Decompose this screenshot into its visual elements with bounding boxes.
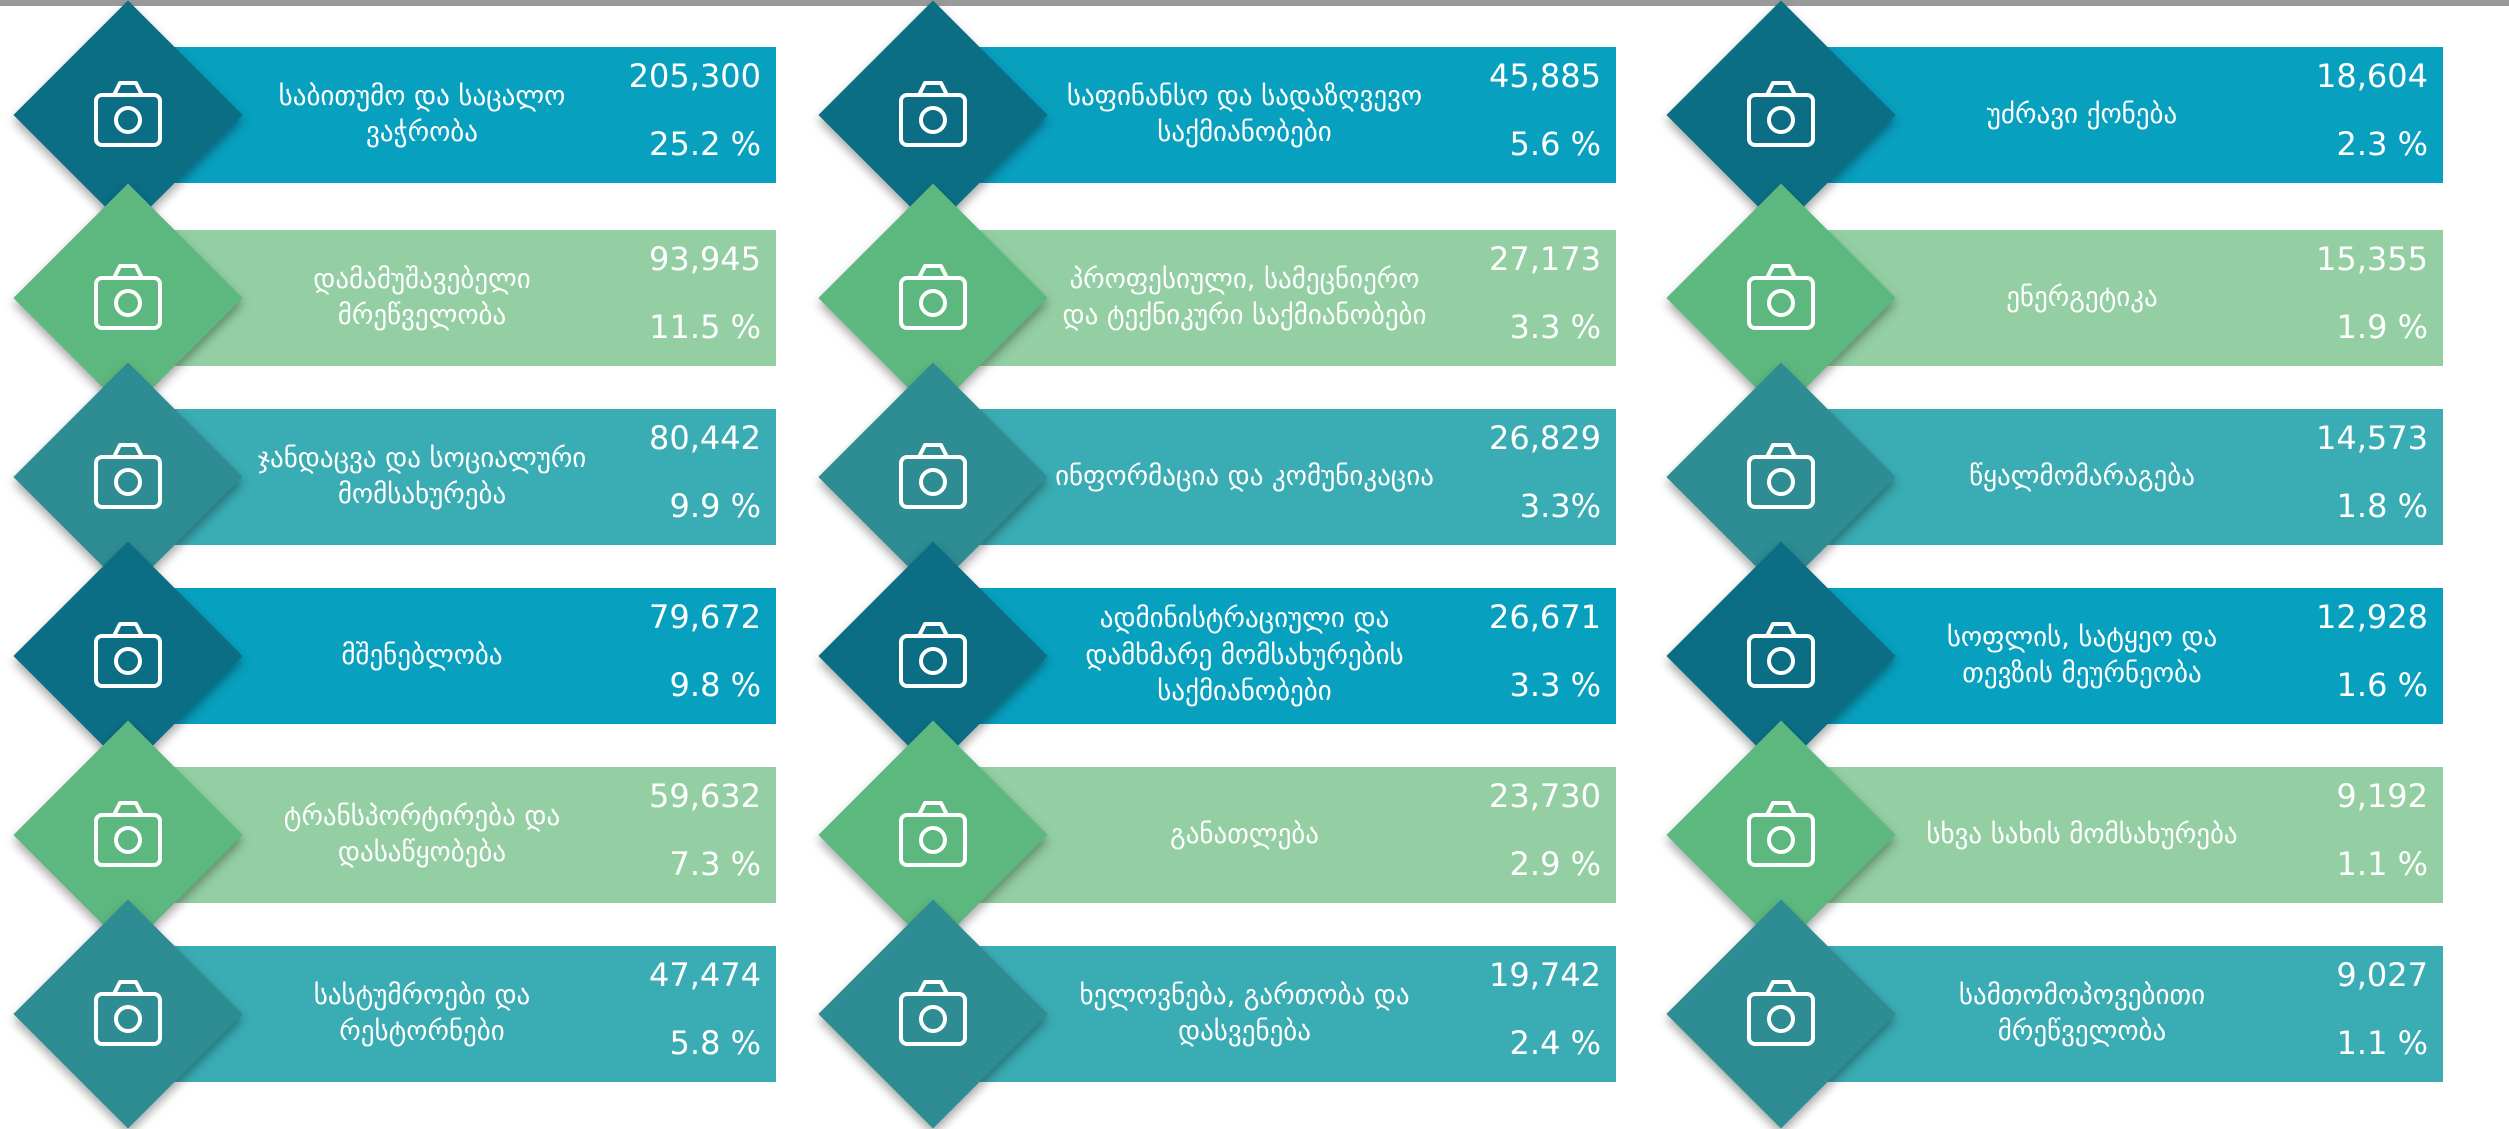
sector-label: ჯანდაცვა და სოციალური მომსახურება <box>257 442 587 510</box>
sector-icon <box>78 785 178 885</box>
sector-value: 23,730 <box>1489 777 1601 815</box>
sector-value: 9,192 <box>2336 777 2428 815</box>
sector-icon <box>78 248 178 348</box>
sector-percent: 9.9 % <box>669 487 761 525</box>
icon-glyph <box>1747 801 1815 867</box>
sector-icon <box>78 65 178 165</box>
sector-value: 47,474 <box>649 956 761 994</box>
sector-value: 19,742 <box>1489 956 1601 994</box>
sector-label: წყალმომარაგება <box>1969 460 2195 492</box>
sector-percent: 3.3 % <box>1509 666 1601 704</box>
sector-label: პროფესიული, სამეცნიერო და ტექნიკური საქმ… <box>1062 263 1427 331</box>
icon-glyph <box>1747 622 1815 688</box>
sector-value: 26,671 <box>1489 598 1601 636</box>
sector-icon <box>883 785 983 885</box>
sector-label: ინფორმაცია და კომუნიკაცია <box>1055 460 1434 492</box>
sector-label: საბითუმო და საცალო ვაჭრობა <box>278 80 566 148</box>
icon-glyph <box>899 264 967 330</box>
sector-percent: 11.5 % <box>649 308 761 346</box>
sector-label: დამამუშავებელი მრეწველობა <box>313 263 531 331</box>
sector-value: 79,672 <box>649 598 761 636</box>
sector-label: უძრავი ქონება <box>1986 98 2178 130</box>
icon-glyph <box>1747 980 1815 1046</box>
icon-glyph <box>899 443 967 509</box>
icon-glyph <box>899 980 967 1046</box>
sector-percent: 5.6 % <box>1509 125 1601 163</box>
icon-glyph <box>94 264 162 330</box>
sector-percent: 25.2 % <box>649 125 761 163</box>
sector-value: 205,300 <box>628 57 761 95</box>
top-rule <box>0 0 2509 6</box>
icon-glyph <box>94 801 162 867</box>
sector-label: ტრანსპორტირება და დასაწყობება <box>283 800 561 868</box>
icon-glyph <box>1747 264 1815 330</box>
sector-value: 80,442 <box>649 419 761 457</box>
sector-icon <box>1731 65 1831 165</box>
sector-label: ხელოვნება, გართობა და დასვენება <box>1079 979 1410 1047</box>
sector-icon <box>1731 427 1831 527</box>
sector-label: სასტუმროები და რესტორნები <box>313 979 531 1047</box>
sector-percent: 1.8 % <box>2336 487 2428 525</box>
sector-percent: 2.4 % <box>1509 1024 1601 1062</box>
sector-value: 12,928 <box>2316 598 2428 636</box>
icon-glyph <box>94 443 162 509</box>
sector-label: განათლება <box>1170 818 1319 850</box>
sector-percent: 5.8 % <box>669 1024 761 1062</box>
sector-icon <box>78 964 178 1064</box>
sector-icon <box>1731 248 1831 348</box>
icon-glyph <box>94 622 162 688</box>
sector-icon <box>78 427 178 527</box>
sector-percent: 7.3 % <box>669 845 761 883</box>
sector-percent: 1.9 % <box>2336 308 2428 346</box>
sector-icon <box>883 606 983 706</box>
icon-glyph <box>94 980 162 1046</box>
sector-label: საფინანსო და სადაზღვევო საქმიანობები <box>1066 80 1423 148</box>
sector-percent: 2.3 % <box>2336 125 2428 163</box>
sector-percent: 1.1 % <box>2336 845 2428 883</box>
sector-percent: 1.1 % <box>2336 1024 2428 1062</box>
icon-glyph <box>94 81 162 147</box>
sector-percent: 1.6 % <box>2336 666 2428 704</box>
icon-glyph <box>899 81 967 147</box>
sector-value: 59,632 <box>649 777 761 815</box>
sector-icon <box>883 65 983 165</box>
sector-icon <box>1731 606 1831 706</box>
sector-label: ადმინისტრაციული და დამხმარე მომსახურების… <box>1085 603 1404 708</box>
sector-value: 27,173 <box>1489 240 1601 278</box>
sector-percent: 3.3 % <box>1509 308 1601 346</box>
icon-glyph <box>899 622 967 688</box>
sector-value: 93,945 <box>649 240 761 278</box>
sector-value: 26,829 <box>1489 419 1601 457</box>
sector-icon <box>78 606 178 706</box>
sector-value: 45,885 <box>1489 57 1601 95</box>
sector-label: სამთომოპოვებითი მრეწველობა <box>1958 979 2206 1047</box>
sector-icon <box>883 427 983 527</box>
sector-value: 14,573 <box>2316 419 2428 457</box>
sector-label: ენერგეტიკა <box>2006 281 2158 313</box>
sector-label: სხვა სახის მომსახურება <box>1926 818 2238 850</box>
icon-glyph <box>1747 81 1815 147</box>
sector-label: მშენებლობა <box>341 639 503 671</box>
sector-icon <box>883 248 983 348</box>
sector-percent: 3.3% <box>1519 487 1601 525</box>
icon-glyph <box>1747 443 1815 509</box>
sector-icon <box>1731 964 1831 1064</box>
sector-value: 18,604 <box>2316 57 2428 95</box>
sector-value: 9,027 <box>2336 956 2428 994</box>
sector-icon <box>1731 785 1831 885</box>
sector-percent: 9.8 % <box>669 666 761 704</box>
sector-value: 15,355 <box>2316 240 2428 278</box>
sector-icon <box>883 964 983 1064</box>
sector-percent: 2.9 % <box>1509 845 1601 883</box>
sector-label: სოფლის, სატყეო და თევზის მეურნეობა <box>1946 621 2218 689</box>
icon-glyph <box>899 801 967 867</box>
